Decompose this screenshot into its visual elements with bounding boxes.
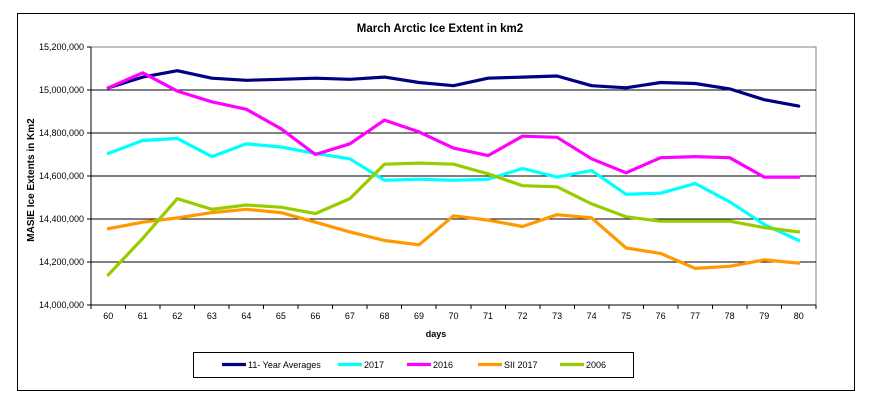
x-tick-label: 71 — [483, 311, 493, 321]
y-tick-label: 14,400,000 — [39, 214, 84, 224]
y-tick-label: 15,000,000 — [39, 85, 84, 95]
y-tick-label: 14,600,000 — [39, 171, 84, 181]
x-tick-label: 66 — [310, 311, 320, 321]
plot-area: 14,000,000 14,200,000 14,400,000 14,600,000… — [39, 42, 817, 321]
legend-label: 2016 — [433, 360, 453, 370]
x-tick-label: 63 — [207, 311, 217, 321]
legend-label: SII 2017 — [504, 360, 538, 370]
x-tick-label: 80 — [794, 311, 804, 321]
y-tick-label: 14,000,000 — [39, 300, 84, 310]
x-tick-label: 70 — [448, 311, 458, 321]
series-line-2017 — [106, 136, 801, 243]
x-tick-label: 60 — [103, 311, 113, 321]
series-line-11-year-averages — [106, 69, 801, 108]
x-tick-label: 69 — [414, 311, 424, 321]
x-tick-label: 73 — [552, 311, 562, 321]
series-line-2016 — [106, 71, 801, 179]
legend-label: 2006 — [586, 360, 606, 370]
y-tick-label: 15,200,000 — [39, 42, 84, 52]
x-tick-label: 77 — [690, 311, 700, 321]
x-tick-label: 76 — [656, 311, 666, 321]
x-tick-label: 72 — [518, 311, 528, 321]
x-tick-label: 79 — [759, 311, 769, 321]
legend-label: 2017 — [364, 360, 384, 370]
series-line-sii-2017 — [106, 207, 801, 270]
x-tick-label: 62 — [172, 311, 182, 321]
y-axis-title: MASIE Ice Extents in Km2 — [26, 118, 37, 242]
series-line-2006 — [106, 161, 801, 277]
x-tick-label: 64 — [241, 311, 251, 321]
x-tick-label: 67 — [345, 311, 355, 321]
x-tick-label: 61 — [138, 311, 148, 321]
chart-title: March Arctic Ice Extent in km2 — [357, 23, 523, 35]
y-tick-label: 14,200,000 — [39, 257, 84, 267]
x-axis-title: days — [426, 329, 447, 339]
x-tick-label: 65 — [276, 311, 286, 321]
legend: 11- Year Averages 2017 2016 SII 2017 2006 — [193, 352, 634, 378]
x-tick-label: 74 — [587, 311, 597, 321]
x-tick-label: 75 — [621, 311, 631, 321]
y-tick-label: 14,800,000 — [39, 128, 84, 138]
x-tick-label: 78 — [725, 311, 735, 321]
x-tick-label: 68 — [379, 311, 389, 321]
legend-label: 11- Year Averages — [248, 360, 321, 370]
figure-border — [17, 13, 855, 391]
